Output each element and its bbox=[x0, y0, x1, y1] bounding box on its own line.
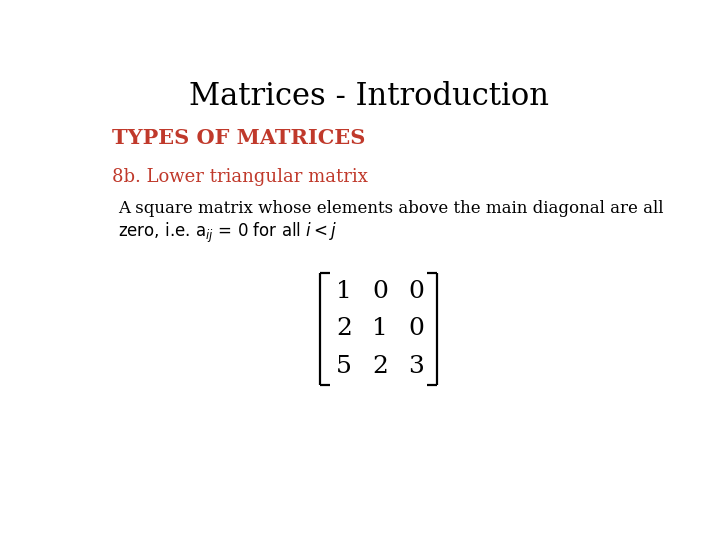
Text: 2: 2 bbox=[336, 318, 352, 340]
Text: 1: 1 bbox=[372, 318, 388, 340]
Text: TYPES OF MATRICES: TYPES OF MATRICES bbox=[112, 127, 366, 147]
Text: 3: 3 bbox=[408, 355, 424, 378]
Text: 0: 0 bbox=[372, 280, 388, 303]
Text: 8b. Lower triangular matrix: 8b. Lower triangular matrix bbox=[112, 168, 368, 186]
Text: Matrices - Introduction: Matrices - Introduction bbox=[189, 82, 549, 112]
Text: zero, i.e. $\mathrm{a}_{ij}$ = 0 for all $i < j$: zero, i.e. $\mathrm{a}_{ij}$ = 0 for all… bbox=[118, 221, 337, 245]
Text: A square matrix whose elements above the main diagonal are all: A square matrix whose elements above the… bbox=[118, 200, 663, 217]
Text: 2: 2 bbox=[372, 355, 388, 378]
Text: 5: 5 bbox=[336, 355, 352, 378]
Text: 0: 0 bbox=[408, 280, 424, 303]
Text: 0: 0 bbox=[408, 318, 424, 340]
Text: 1: 1 bbox=[336, 280, 352, 303]
